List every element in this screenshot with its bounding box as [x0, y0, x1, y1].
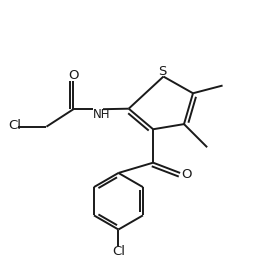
Text: Cl: Cl	[112, 245, 125, 258]
Text: O: O	[181, 168, 191, 181]
Text: NH: NH	[93, 108, 110, 121]
Text: S: S	[158, 66, 167, 79]
Text: O: O	[68, 69, 79, 82]
Text: Cl: Cl	[8, 119, 21, 132]
